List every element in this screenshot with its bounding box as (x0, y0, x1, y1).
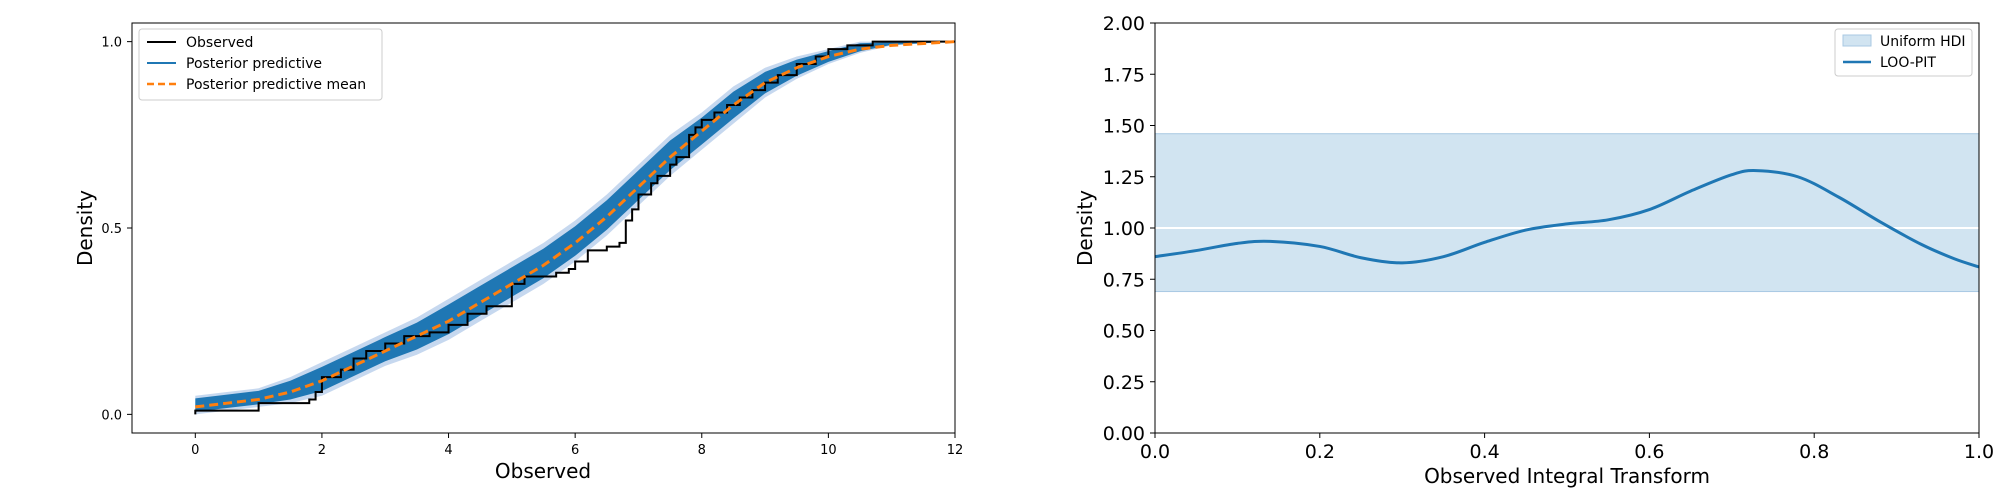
x-tick-label: 10 (820, 443, 837, 458)
legend-mean-label: Posterior predictive mean (186, 77, 366, 93)
ecdf-y-ticks: 0.0 0.5 1.0 (101, 36, 132, 423)
loo-pit-y-ticks: 0.00 0.25 0.50 0.75 1.00 1.25 1.50 1.75 2.00 (1103, 13, 1155, 445)
ecdf-legend-box (138, 28, 383, 101)
posterior-predictive-mean-line (195, 40, 956, 409)
legend-uniform-hdi-swatch (1842, 34, 1872, 47)
loo-pit-x-axis-label: Observed Integral Transform (1424, 464, 1710, 488)
x-tick-label: 1.0 (1964, 441, 1994, 463)
x-tick-label: 4 (444, 443, 452, 458)
x-tick-label: 0.8 (1799, 441, 1829, 463)
legend-loo-pit-label: LOO-PIT (1880, 55, 1936, 71)
y-tick-label: 1.0 (101, 36, 122, 51)
loo-pit-panel: 0.0 0.2 0.4 0.6 0.8 1.0 0.00 0.25 0.50 0.75 1.00 1… (1073, 13, 1994, 488)
uniform-hdi-band (1154, 133, 1980, 293)
y-tick-label: 1.00 (1103, 218, 1145, 240)
y-tick-label: 0.50 (1103, 321, 1145, 343)
y-tick-label: 1.50 (1103, 116, 1145, 138)
loo-pit-y-axis-label: Density (1073, 190, 1097, 266)
y-tick-label: 0.25 (1103, 372, 1145, 394)
y-tick-label: 0.5 (101, 222, 122, 237)
posterior-predictive-band (195, 41, 956, 415)
y-tick-label: 0.0 (101, 408, 122, 423)
x-tick-label: 6 (571, 443, 579, 458)
x-tick-label: 8 (698, 443, 706, 458)
ecdf-legend: Observed Posterior predictive Posterior … (138, 28, 383, 101)
x-tick-label: 0.6 (1634, 441, 1664, 463)
legend-uniform-hdi-label: Uniform HDI (1880, 34, 1966, 50)
x-tick-label: 2 (318, 443, 326, 458)
loo-pit-curve (1154, 169, 1980, 269)
y-tick-label: 2.00 (1103, 13, 1145, 35)
x-tick-label: 0.0 (1140, 441, 1170, 463)
legend-observed-label: Observed (186, 35, 253, 51)
y-tick-label: 0.00 (1103, 423, 1145, 445)
ecdf-x-ticks: 0 2 4 6 8 10 12 (191, 433, 963, 458)
ecdf-panel: 0 2 4 6 8 10 12 0.0 0.5 1.0 Observed Density Obs… (73, 22, 963, 483)
observed-ecdf-line (194, 40, 955, 415)
loo-pit-x-ticks: 0.0 0.2 0.4 0.6 0.8 1.0 (1140, 433, 1994, 463)
legend-predictive-label: Posterior predictive (186, 56, 322, 72)
y-tick-label: 1.25 (1103, 167, 1145, 189)
x-tick-label: 12 (947, 443, 964, 458)
ecdf-lines (194, 40, 956, 415)
loo-pit-legend: Uniform HDI LOO-PIT (1834, 28, 1973, 77)
x-tick-label: 0.4 (1469, 441, 1499, 463)
x-tick-label: 0 (191, 443, 199, 458)
posterior-predictive-draws (195, 41, 956, 412)
ecdf-x-axis-label: Observed (495, 459, 591, 483)
loo-pit-marks (1154, 133, 1980, 293)
y-tick-label: 0.75 (1103, 269, 1145, 291)
ecdf-y-axis-label: Density (73, 190, 97, 266)
x-tick-label: 0.2 (1305, 441, 1335, 463)
y-tick-label: 1.75 (1103, 64, 1145, 86)
